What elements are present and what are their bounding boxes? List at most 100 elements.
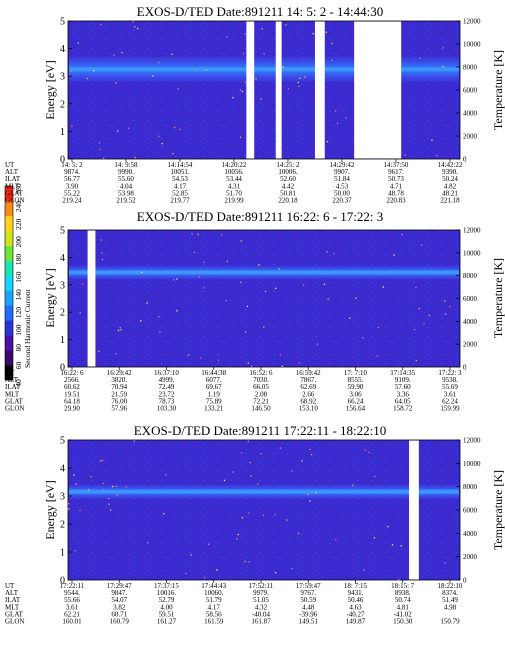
data-gap-3: [354, 21, 402, 159]
ephemeris-cell: 23.72: [159, 390, 175, 398]
ephemeris-cell: 50.24: [442, 175, 458, 183]
colorbar-tick-2: 80: [14, 344, 23, 352]
noise-dot: [304, 76, 306, 78]
noise-dot: [191, 232, 193, 235]
colorbar-cell-5: [5, 290, 13, 306]
panel-1-ylabel-right: Temperature [K]: [491, 50, 505, 130]
noise-dot: [133, 440, 135, 442]
panel-2-plot: [67, 229, 461, 368]
noise-dot: [377, 326, 380, 329]
noise-dot: [244, 81, 246, 83]
noise-dot: [146, 302, 148, 304]
ephemeris-cell: 60.71: [111, 610, 127, 618]
ephemeris-cell: 50.73: [388, 175, 404, 183]
noise-dot: [100, 460, 102, 462]
noise-dot: [241, 516, 243, 519]
y-tick-label-3: 3: [60, 492, 65, 503]
ephemeris-row-label: GLON: [5, 197, 24, 205]
noise-dot: [179, 128, 181, 131]
ephemeris-cell: 10006.: [278, 168, 298, 176]
ephemeris-cell: 16:22: 6: [60, 369, 84, 377]
noise-dot: [240, 136, 242, 139]
ephemeris-cell: 14:14:54: [168, 161, 193, 169]
noise-dot: [86, 77, 88, 80]
data-gap-0: [87, 230, 96, 367]
ephemeris-cell: 59.51: [159, 610, 175, 618]
colorbar-cell-8: [5, 245, 13, 261]
noise-dot: [203, 261, 205, 264]
y-tick-label-1: 1: [60, 335, 65, 346]
noise-dot: [331, 42, 333, 45]
noise-dot: [102, 482, 104, 485]
y-tick-label-0: 0: [60, 363, 65, 374]
noise-dot: [101, 252, 103, 254]
noise-dot: [326, 251, 328, 253]
noise-dot: [258, 264, 260, 266]
ephemeris-cell: 50.59: [300, 596, 316, 604]
ephemeris-cell: 4.82: [444, 182, 457, 190]
ephemeris-cell: 9538.: [442, 376, 458, 384]
noise-dot: [171, 53, 173, 55]
noise-dot: [68, 503, 70, 505]
colorbar-cell-10: [5, 215, 13, 232]
colorbar-label: Second Harmonic Current: [23, 288, 32, 368]
ephemeris-cell: 17:22: 3: [438, 369, 462, 377]
ephemeris-row-label: GLON: [5, 405, 24, 413]
ephemeris-cell: 18:22:10: [438, 582, 463, 590]
noise-dot: [172, 152, 174, 155]
colorbar-tick-9: 220: [14, 218, 23, 230]
colorbar-cell-2: [5, 335, 13, 351]
noise-dot: [240, 281, 242, 283]
noise-dot: [203, 576, 206, 579]
noise-dot: [90, 475, 92, 478]
noise-dot: [325, 31, 328, 33]
noise-dot: [115, 353, 117, 355]
ephemeris-cell: 133.21: [204, 405, 224, 413]
noise-dot: [257, 483, 259, 485]
y2-tick-label-2: 4000: [463, 318, 478, 326]
noise-dot: [301, 460, 303, 462]
ephemeris-cell: 9767.: [300, 589, 316, 597]
noise-dot: [298, 85, 300, 88]
ephemeris-cell: -40.04: [252, 610, 271, 618]
noise-dot: [187, 354, 190, 356]
noise-dot: [310, 453, 313, 456]
noise-dot: [374, 475, 376, 478]
y2-tick-label-2: 4000: [463, 110, 478, 118]
ephemeris-cell: 219.24: [62, 197, 82, 205]
ephemeris-cell: 2.66: [302, 390, 315, 398]
noise-dot: [102, 459, 104, 462]
noise-dot: [173, 126, 176, 129]
noise-dot: [397, 579, 400, 581]
ephemeris-cell: 50.46: [348, 596, 364, 604]
ephemeris-cell: 4.81: [397, 603, 410, 611]
y-tick-label-4: 4: [60, 253, 65, 264]
noise-dot: [100, 239, 102, 241]
noise-dot: [323, 283, 326, 285]
ephemeris-cell: -41.02: [394, 610, 413, 618]
noise-dot: [274, 513, 276, 516]
ephemeris-cell: 64.05: [395, 397, 411, 405]
noise-dot: [307, 493, 309, 496]
ephemeris-cell: 56.77: [64, 175, 80, 183]
panel-3-marks: [68, 440, 459, 581]
ephemeris-cell: 17:22:11: [60, 582, 85, 590]
panel-1-y-ticks: 0 1 2 3 4 5: [60, 17, 72, 166]
ephemeris-cell: 149.87: [346, 618, 366, 626]
noise-dot: [177, 88, 179, 90]
noise-dot: [247, 362, 250, 364]
ephemeris-cell: 51.70: [226, 189, 242, 197]
ephemeris-cell: 9874.: [64, 168, 80, 176]
panel-1-y2-ticks: 0 2000 4000 6000 8000 10000 12000: [456, 18, 481, 164]
y2-tick-label-3: 6000: [463, 295, 478, 303]
ephemeris-cell: 3.90: [66, 182, 79, 190]
ephemeris-cell: 64.18: [64, 397, 80, 405]
ephemeris-row-label: MLT: [5, 390, 20, 398]
ephemeris-row-label: GLON: [5, 618, 24, 626]
noise-dot: [418, 307, 420, 310]
colorbar-cell-1: [5, 350, 13, 366]
ephemeris-row-label: GLAT: [5, 610, 24, 618]
y2-tick-label-0: 0: [463, 364, 467, 372]
colorbar-tick-1: 60: [14, 361, 23, 369]
ephemeris-cell: 161.59: [204, 618, 224, 626]
